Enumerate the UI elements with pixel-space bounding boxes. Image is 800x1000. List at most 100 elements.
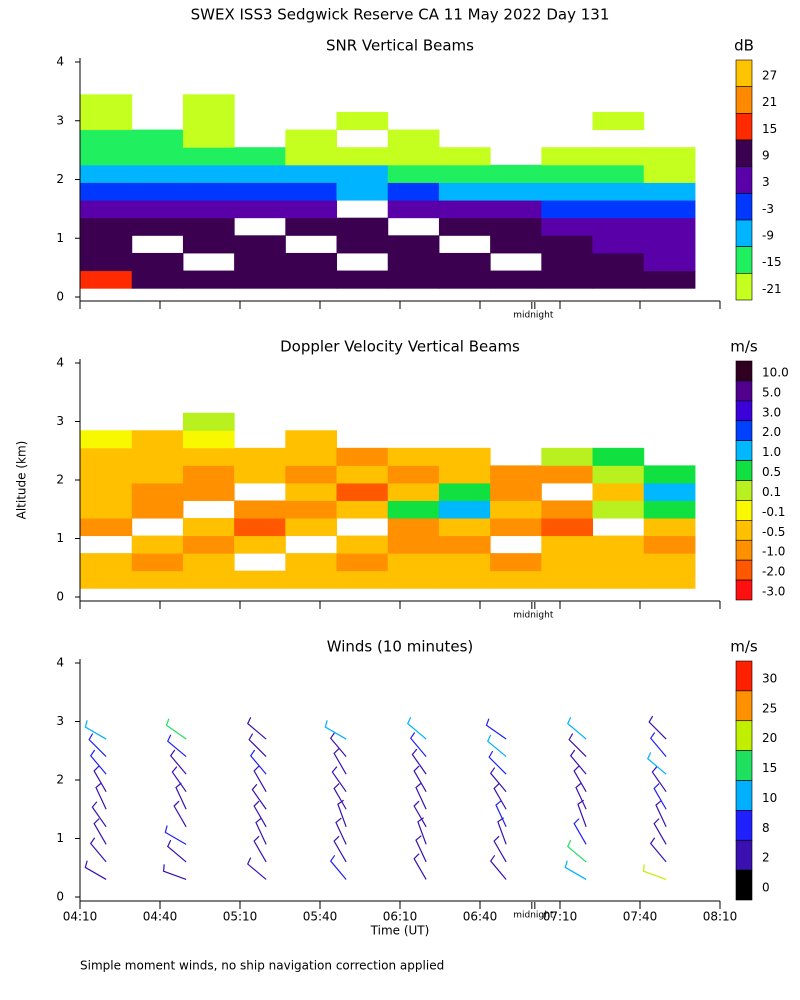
field-cell <box>131 570 184 589</box>
field-cell <box>285 430 338 449</box>
colorbar-label: -3 <box>762 202 774 216</box>
field-cell <box>131 447 184 466</box>
field-cell <box>387 235 440 254</box>
field-cell <box>592 217 645 236</box>
colorbar-box <box>735 579 753 601</box>
midnight-label: midnight <box>513 911 554 921</box>
field-cell <box>285 518 338 537</box>
field-cell <box>438 200 491 219</box>
field-cell <box>234 535 286 554</box>
wind-barb <box>649 732 667 757</box>
field-cell <box>336 570 389 589</box>
panel-title: Winds (10 minutes) <box>327 638 474 656</box>
field-cell <box>336 182 389 201</box>
field-cell <box>131 129 184 148</box>
field-cell <box>387 553 440 572</box>
field-cell <box>131 270 184 289</box>
field-cell <box>592 270 645 289</box>
field-cell <box>490 217 542 236</box>
wind-barb <box>333 747 347 775</box>
field-cell <box>182 570 235 589</box>
colorbar-label: 27 <box>762 69 777 83</box>
wind-barb <box>489 854 507 880</box>
field-cell <box>234 270 286 289</box>
field-cell <box>490 182 542 201</box>
field-cell <box>182 430 235 449</box>
field-cell <box>285 570 338 589</box>
field-cell <box>336 482 389 501</box>
wind-barb <box>173 800 187 828</box>
y-tick-label: 4 <box>56 656 64 670</box>
field-cell <box>285 447 338 466</box>
field-cell <box>643 465 696 484</box>
field-cell <box>438 252 491 272</box>
x-tick-label: 05:10 <box>223 910 258 924</box>
wind-barb <box>171 766 187 793</box>
wind-barb <box>415 835 427 863</box>
colorbar-box <box>735 440 753 461</box>
colorbar-box <box>735 460 753 481</box>
wind-barb <box>251 783 267 810</box>
field-cell <box>592 111 645 131</box>
y-tick-label: 4 <box>56 55 64 69</box>
x-tick-label: 07:40 <box>623 910 658 924</box>
field-cell <box>80 129 133 148</box>
colorbar-label: -21 <box>762 282 782 296</box>
field-cell <box>438 270 491 289</box>
y-tick-label: 3 <box>56 113 64 127</box>
field-cell <box>285 270 338 289</box>
wind-barb <box>84 720 107 740</box>
field-cell <box>336 217 389 236</box>
wind-barb <box>564 860 587 880</box>
y-tick-label: 3 <box>56 714 64 728</box>
y-tick-label: 0 <box>56 890 64 904</box>
colorbar-box <box>735 420 753 441</box>
field-cell <box>234 200 286 219</box>
field-cell <box>131 164 184 183</box>
wind-barb <box>249 749 267 775</box>
field-cell <box>643 535 696 554</box>
field-cell <box>80 482 133 501</box>
field-cell <box>131 535 184 554</box>
field-cell <box>643 482 696 501</box>
wind-barb <box>409 732 427 757</box>
field-cell <box>490 518 542 537</box>
colorbar-box <box>735 219 753 247</box>
field-cell <box>387 535 440 554</box>
field-cell <box>438 465 491 484</box>
y-tick-label: 2 <box>56 473 64 487</box>
wind-barb <box>413 765 427 793</box>
field-cell <box>336 164 389 183</box>
wind-barb <box>407 717 427 740</box>
wind-barb <box>337 799 347 828</box>
wind-barb <box>324 720 347 740</box>
field-cell <box>438 500 491 519</box>
field-cell <box>182 235 235 254</box>
field-cell <box>592 182 645 201</box>
wind-barb <box>167 839 187 863</box>
colorbar-label: 15 <box>762 122 777 136</box>
field-cell <box>131 182 184 201</box>
wind-barb <box>653 783 667 810</box>
field-cell <box>592 553 645 572</box>
field-cell <box>438 482 491 501</box>
field-cell <box>490 500 542 519</box>
field-cell <box>182 553 235 572</box>
wind-barb <box>255 817 267 845</box>
field-cell <box>490 465 542 484</box>
field-cell <box>182 518 235 537</box>
wind-barb <box>253 800 267 828</box>
colorbar-box <box>735 480 753 501</box>
wind-barb <box>175 782 187 810</box>
x-tick-label: 06:40 <box>463 910 498 924</box>
field-cell <box>182 147 235 166</box>
field-cell <box>643 270 696 289</box>
x-tick-label: 05:40 <box>303 910 338 924</box>
y-axis-label: Altitude (km) <box>15 441 29 520</box>
field-cell <box>182 447 235 466</box>
wind-barb <box>577 799 587 828</box>
field-cell <box>336 553 389 572</box>
field-cell <box>387 465 440 484</box>
wind-barb <box>413 853 427 880</box>
field-cell <box>234 164 286 183</box>
